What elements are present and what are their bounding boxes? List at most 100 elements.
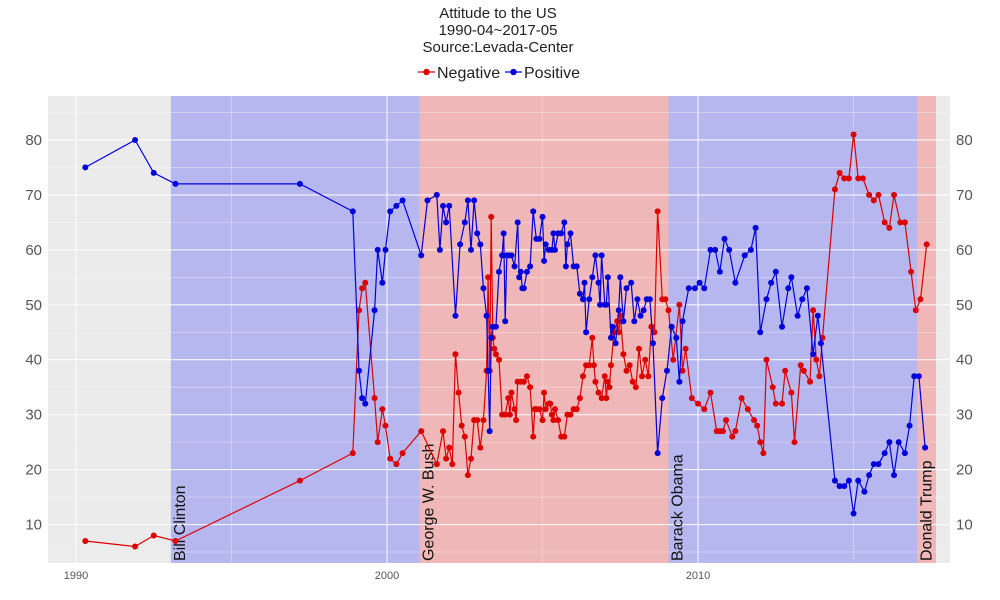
data-point-negative [511, 406, 518, 413]
data-point-negative [917, 296, 924, 303]
data-point-positive [617, 274, 624, 281]
data-point-positive [539, 213, 546, 220]
data-point-positive [763, 296, 770, 303]
title-line-2: 1990-04~2017-05 [439, 22, 558, 39]
era-band [917, 96, 937, 563]
data-point-positive [794, 312, 801, 319]
data-point-negative [836, 169, 843, 176]
data-point-positive [511, 263, 518, 270]
data-point-positive [640, 307, 647, 314]
data-point-negative [536, 406, 543, 413]
data-point-positive [379, 279, 386, 286]
data-point-positive [836, 483, 843, 490]
data-point-positive [701, 285, 708, 292]
data-point-negative [845, 175, 852, 182]
data-point-negative [654, 208, 661, 215]
data-point-negative [446, 444, 453, 451]
data-point-positive [850, 510, 857, 517]
data-point-positive [564, 241, 571, 248]
data-point-negative [586, 362, 593, 369]
data-point-negative [356, 307, 363, 314]
data-point-negative [772, 400, 779, 407]
era-label: Bill Clinton [172, 485, 189, 561]
data-point-negative [576, 395, 583, 402]
data-point-positive [586, 296, 593, 303]
data-point-negative [623, 367, 630, 374]
data-point-negative [539, 417, 546, 424]
legend-label-positive: Positive [524, 65, 580, 82]
data-point-negative [387, 455, 394, 462]
data-point-positive [631, 318, 638, 325]
data-point-positive [866, 472, 873, 479]
data-point-negative [632, 384, 639, 391]
data-point-negative [488, 213, 495, 220]
data-point-negative [606, 384, 613, 391]
data-point-negative [579, 373, 586, 380]
y-tick-label-right: 50 [956, 297, 973, 314]
data-point-negative [754, 422, 761, 429]
data-point-positive [567, 230, 574, 237]
data-point-positive [679, 318, 686, 325]
data-point-negative [923, 241, 930, 248]
y-tick-label-right: 40 [956, 352, 973, 369]
data-point-negative [573, 406, 580, 413]
data-point-positive [716, 268, 723, 275]
data-point-positive [483, 312, 490, 319]
data-point-positive [612, 340, 619, 347]
data-point-negative [791, 439, 798, 446]
data-point-negative [547, 400, 554, 407]
data-point-positive [514, 219, 521, 226]
data-point-negative [474, 417, 481, 424]
data-point-negative [433, 461, 440, 468]
data-point-positive [172, 180, 179, 187]
data-point-negative [455, 389, 462, 396]
data-point-positive [516, 274, 523, 281]
data-point-positive [597, 301, 604, 308]
data-point-positive [530, 208, 537, 215]
data-point-negative [732, 428, 739, 435]
data-point-negative [665, 307, 672, 314]
data-point-negative [901, 219, 908, 226]
data-point-positive [424, 197, 431, 204]
data-point-positive [446, 202, 453, 209]
era-band [170, 96, 420, 563]
data-point-positive [726, 246, 733, 253]
data-point-negative [296, 477, 303, 484]
data-point-positive [579, 296, 586, 303]
data-point-positive [732, 279, 739, 286]
data-point-positive [721, 235, 728, 242]
data-point-positive [685, 285, 692, 292]
data-point-positive [861, 488, 868, 495]
legend: Negative Positive [418, 65, 580, 82]
data-point-negative [707, 389, 714, 396]
data-point-positive [382, 246, 389, 253]
data-point-negative [738, 395, 745, 402]
data-point-negative [452, 351, 459, 358]
data-point-negative [688, 395, 695, 402]
data-point-negative [769, 384, 776, 391]
data-point-positive [561, 219, 568, 226]
data-point-positive [387, 208, 394, 215]
legend-label-negative: Negative [437, 65, 500, 82]
y-tick-label-right: 10 [956, 517, 973, 534]
data-point-positive [581, 279, 588, 286]
data-point-positive [471, 197, 478, 204]
data-point-positive [615, 307, 622, 314]
x-tick-label: 2000 [375, 570, 399, 582]
data-point-positive [922, 444, 929, 451]
data-point-negative [841, 175, 848, 182]
data-point-negative [866, 191, 873, 198]
data-point-positive [468, 246, 475, 253]
data-point-negative [757, 439, 764, 446]
data-point-negative [695, 400, 702, 407]
data-point-positive [573, 263, 580, 270]
data-point-positive [841, 483, 848, 490]
data-point-negative [458, 422, 465, 429]
data-point-positive [634, 296, 641, 303]
data-point-positive [747, 246, 754, 253]
data-point-positive [583, 329, 590, 336]
data-point-positive [374, 246, 381, 253]
data-point-negative [607, 362, 614, 369]
data-point-positive [595, 279, 602, 286]
legend-key-dot [423, 68, 430, 76]
